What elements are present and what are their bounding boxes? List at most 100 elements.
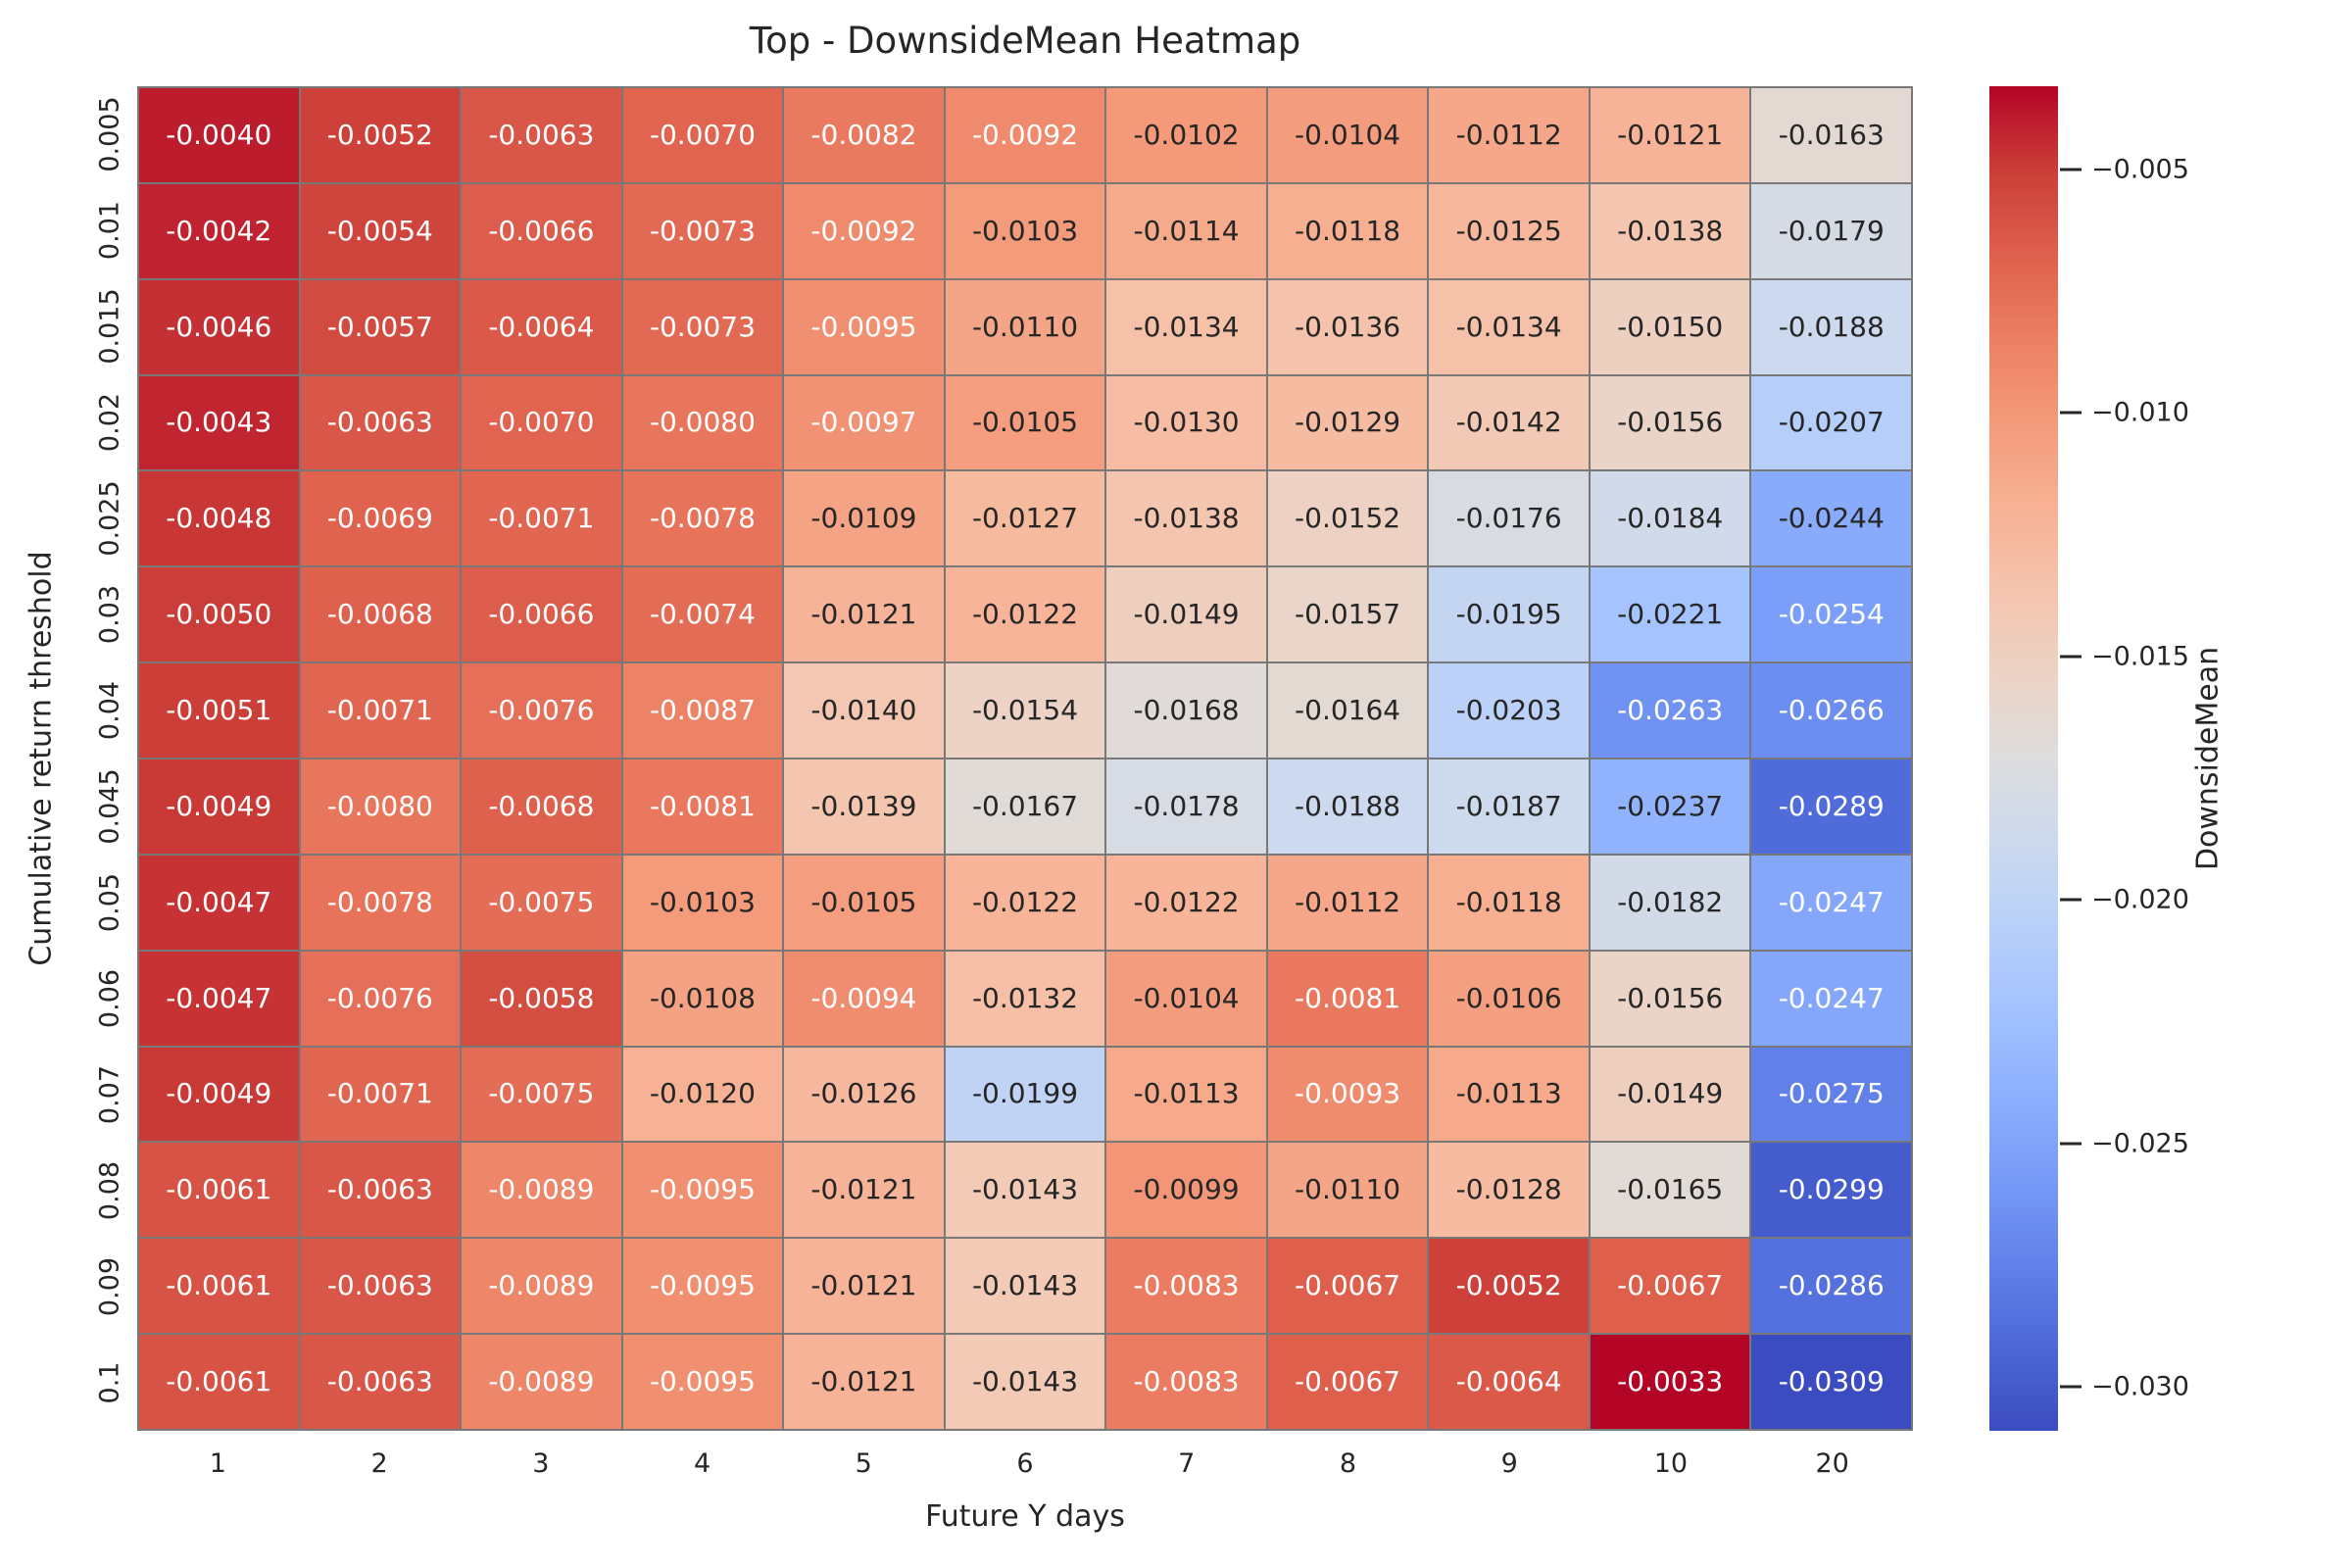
heatmap-cell: -0.0050 bbox=[139, 567, 299, 662]
heatmap-cell: -0.0063 bbox=[300, 375, 461, 470]
heatmap-cell: -0.0093 bbox=[1267, 1047, 1428, 1142]
y-tick-label: 0.015 bbox=[94, 288, 125, 365]
heatmap-cell: -0.0221 bbox=[1590, 567, 1750, 662]
heatmap-cell: -0.0076 bbox=[462, 663, 621, 758]
heatmap-cell: -0.0067 bbox=[1267, 1239, 1428, 1334]
heatmap-cell: -0.0176 bbox=[1429, 471, 1589, 566]
heatmap-cell: -0.0042 bbox=[139, 183, 299, 278]
heatmap-cell: -0.0106 bbox=[1429, 951, 1589, 1046]
x-tick-label: 5 bbox=[855, 1448, 872, 1479]
heatmap-cell: -0.0070 bbox=[462, 375, 621, 470]
heatmap-cell: -0.0289 bbox=[1751, 759, 1911, 854]
heatmap-cell: -0.0139 bbox=[784, 759, 944, 854]
heatmap-cell: -0.0275 bbox=[1751, 1047, 1911, 1142]
y-tick-label: 0.02 bbox=[94, 392, 125, 453]
y-tick-label: 0.05 bbox=[94, 872, 125, 933]
heatmap-cell: -0.0134 bbox=[1106, 279, 1266, 374]
y-tick-label: 0.025 bbox=[94, 480, 125, 557]
heatmap-cell: -0.0071 bbox=[462, 471, 621, 566]
heatmap-cell: -0.0089 bbox=[462, 1335, 621, 1429]
heatmap-cell: -0.0067 bbox=[1267, 1335, 1428, 1429]
heatmap-cell: -0.0054 bbox=[300, 183, 461, 278]
heatmap-cell: -0.0129 bbox=[1267, 375, 1428, 470]
heatmap-cell: -0.0103 bbox=[622, 855, 783, 950]
heatmap-cell: -0.0237 bbox=[1590, 759, 1750, 854]
heatmap-cell: -0.0092 bbox=[784, 183, 944, 278]
heatmap-cell: -0.0068 bbox=[300, 567, 461, 662]
heatmap-cell: -0.0078 bbox=[300, 855, 461, 950]
heatmap-cell: -0.0082 bbox=[784, 88, 944, 182]
x-axis-label: Future Y days bbox=[925, 1499, 1125, 1534]
heatmap-cell: -0.0066 bbox=[462, 183, 621, 278]
heatmap-cell: -0.0104 bbox=[1106, 951, 1266, 1046]
y-tick-label: 0.07 bbox=[94, 1064, 125, 1125]
y-axis-label: Cumulative return threshold bbox=[24, 551, 59, 966]
heatmap-cell: -0.0105 bbox=[784, 855, 944, 950]
heatmap-cell: -0.0113 bbox=[1106, 1047, 1266, 1142]
heatmap-cell: -0.0110 bbox=[945, 279, 1105, 374]
heatmap-cell: -0.0094 bbox=[784, 951, 944, 1046]
heatmap-cell: -0.0125 bbox=[1429, 183, 1589, 278]
heatmap-cell: -0.0187 bbox=[1429, 759, 1589, 854]
heatmap-cell: -0.0184 bbox=[1590, 471, 1750, 566]
heatmap-cell: -0.0061 bbox=[139, 1143, 299, 1238]
heatmap-cell: -0.0286 bbox=[1751, 1239, 1911, 1334]
heatmap-cell: -0.0207 bbox=[1751, 375, 1911, 470]
heatmap-cell: -0.0109 bbox=[784, 471, 944, 566]
heatmap-cell: -0.0073 bbox=[622, 183, 783, 278]
heatmap-cell: -0.0089 bbox=[462, 1143, 621, 1238]
heatmap-cell: -0.0052 bbox=[300, 88, 461, 182]
heatmap-cell: -0.0168 bbox=[1106, 663, 1266, 758]
x-tick-label: 3 bbox=[532, 1448, 550, 1479]
colorbar-tick-mark bbox=[2060, 168, 2082, 171]
heatmap-cell: -0.0067 bbox=[1590, 1239, 1750, 1334]
heatmap-cell: -0.0149 bbox=[1106, 567, 1266, 662]
y-tick-label: 0.08 bbox=[94, 1160, 125, 1221]
colorbar-tick-mark bbox=[2060, 1385, 2082, 1389]
heatmap-grid: -0.0040 -0.0052 -0.0063 -0.0070 -0.0082 -0.00… bbox=[137, 86, 1913, 1431]
heatmap-cell: -0.0069 bbox=[300, 471, 461, 566]
heatmap-cell: -0.0122 bbox=[1106, 855, 1266, 950]
heatmap-cell: -0.0118 bbox=[1267, 183, 1428, 278]
heatmap-cell: -0.0266 bbox=[1751, 663, 1911, 758]
y-tick-label: 0.06 bbox=[94, 968, 125, 1029]
colorbar-gradient bbox=[1989, 86, 2058, 1431]
heatmap-cell: -0.0048 bbox=[139, 471, 299, 566]
heatmap-cell: -0.0163 bbox=[1751, 88, 1911, 182]
heatmap-cell: -0.0049 bbox=[139, 759, 299, 854]
heatmap-cell: -0.0138 bbox=[1590, 183, 1750, 278]
heatmap-cell: -0.0063 bbox=[300, 1143, 461, 1238]
heatmap-cell: -0.0046 bbox=[139, 279, 299, 374]
heatmap-cell: -0.0073 bbox=[622, 279, 783, 374]
heatmap-cell: -0.0128 bbox=[1429, 1143, 1589, 1238]
heatmap-cell: -0.0121 bbox=[1590, 88, 1750, 182]
heatmap-cell: -0.0132 bbox=[945, 951, 1105, 1046]
heatmap-cell: -0.0063 bbox=[300, 1335, 461, 1429]
y-tick-label: 0.005 bbox=[94, 96, 125, 172]
heatmap-cell: -0.0070 bbox=[622, 88, 783, 182]
heatmap-cell: -0.0164 bbox=[1267, 663, 1428, 758]
heatmap-cell: -0.0152 bbox=[1267, 471, 1428, 566]
x-tick-label: 6 bbox=[1016, 1448, 1034, 1479]
heatmap-cell: -0.0047 bbox=[139, 855, 299, 950]
colorbar-tick-label: −0.005 bbox=[2091, 154, 2189, 184]
heatmap-cell: -0.0033 bbox=[1590, 1335, 1750, 1429]
heatmap-cell: -0.0047 bbox=[139, 951, 299, 1046]
heatmap-cell: -0.0081 bbox=[1267, 951, 1428, 1046]
colorbar-tick-mark bbox=[2060, 898, 2082, 902]
heatmap-cell: -0.0095 bbox=[622, 1143, 783, 1238]
heatmap-cell: -0.0157 bbox=[1267, 567, 1428, 662]
x-tick-label: 7 bbox=[1178, 1448, 1196, 1479]
heatmap-cell: -0.0156 bbox=[1590, 951, 1750, 1046]
heatmap-cell: -0.0154 bbox=[945, 663, 1105, 758]
x-tick-label: 4 bbox=[693, 1448, 711, 1479]
heatmap-cell: -0.0130 bbox=[1106, 375, 1266, 470]
heatmap-cell: -0.0049 bbox=[139, 1047, 299, 1142]
heatmap-cell: -0.0199 bbox=[945, 1047, 1105, 1142]
heatmap-cell: -0.0127 bbox=[945, 471, 1105, 566]
heatmap-cell: -0.0178 bbox=[1106, 759, 1266, 854]
heatmap-cell: -0.0089 bbox=[462, 1239, 621, 1334]
heatmap-cell: -0.0179 bbox=[1751, 183, 1911, 278]
colorbar-tick-label: −0.025 bbox=[2091, 1128, 2189, 1159]
